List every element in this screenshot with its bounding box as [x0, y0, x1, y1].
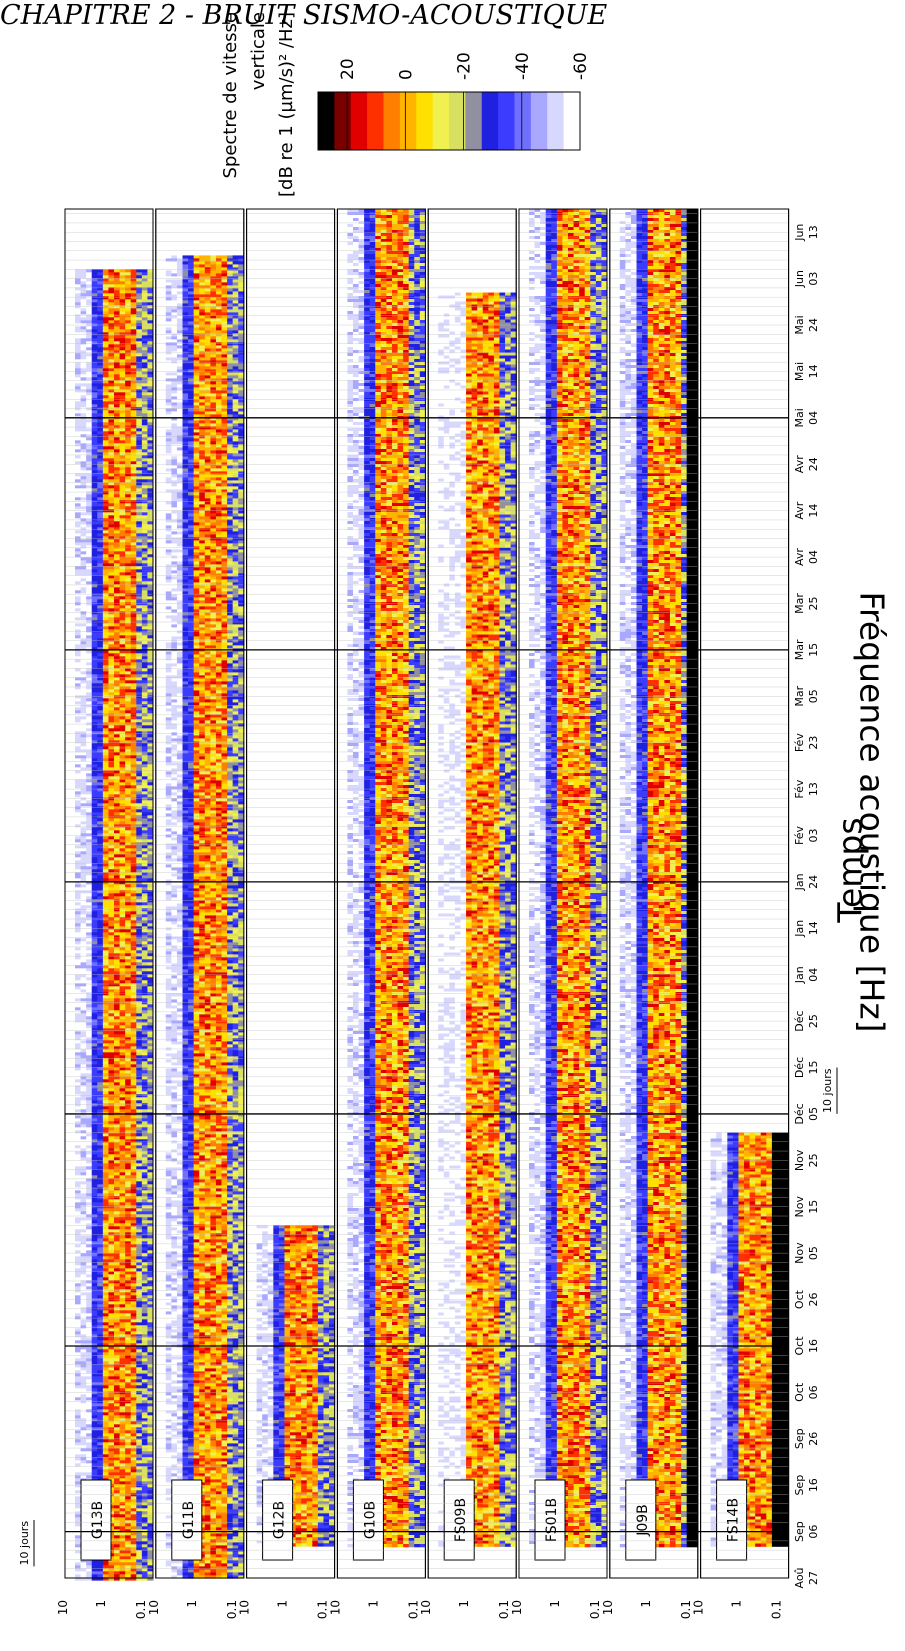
time-tick-label: Fév 23 [793, 733, 820, 752]
time-tick-label: Oct 26 [793, 1289, 820, 1309]
time-tick-label: Déc 15 [793, 1057, 820, 1078]
station-label: G12B [263, 1480, 293, 1560]
time-tick-label: Mar 25 [793, 593, 820, 614]
colorbar-title: [dB re 1 (µm/s)² /Hz] [276, 12, 297, 197]
time-tick-label: Mai 14 [793, 362, 820, 381]
freq-tick-label: 1 [94, 1600, 108, 1608]
colorbar-title: Spectre de vitesse [220, 12, 241, 179]
scale-bar: 10 jours [821, 1068, 837, 1114]
time-tick-label: Mar 15 [793, 639, 820, 660]
time-tick-label: Mai 04 [793, 408, 820, 427]
station-label: FS01B [535, 1480, 565, 1560]
freq-tick-label: 10 [692, 1600, 706, 1615]
time-tick-label: Avr 04 [793, 548, 820, 566]
time-tick-label: Jun 03 [793, 270, 820, 288]
freq-tick-label: 10 [328, 1600, 342, 1615]
colorbar-title: verticale [248, 12, 269, 90]
freq-tick-label: 1 [548, 1600, 562, 1608]
freq-tick-label: 10 [601, 1600, 615, 1615]
scale-bar: 10 jours [18, 1520, 34, 1566]
freq-tick-label: 1 [730, 1600, 744, 1608]
time-tick-label: Sep 06 [793, 1521, 820, 1542]
freq-tick-label: 1 [276, 1600, 290, 1608]
time-tick-label: Nov 15 [793, 1196, 820, 1218]
freq-tick-label: 1 [457, 1600, 471, 1608]
freq-tick-label: 10 [510, 1600, 524, 1615]
station-label: G13B [81, 1480, 111, 1560]
time-tick-label: Avr 14 [793, 501, 820, 519]
colorbar-tick-label: -60 [571, 52, 591, 80]
time-tick-label: Jun 13 [793, 224, 820, 242]
station-name: G12B [272, 1501, 288, 1539]
time-tick-label: Mai 24 [793, 315, 820, 334]
station-label: G10B [353, 1480, 383, 1560]
time-tick-label: Aoû 27 [793, 1567, 820, 1588]
time-tick-label: Oct 16 [793, 1336, 820, 1356]
station-label: FS09B [444, 1480, 474, 1560]
y-axis-label: Fréquence acoustique [Hz] [853, 591, 892, 1032]
freq-tick-label: 1 [185, 1600, 199, 1608]
freq-tick-label: 10 [419, 1600, 433, 1615]
time-tick-label: Fév 03 [793, 826, 820, 845]
station-name: FS09B [453, 1498, 469, 1542]
time-tick-label: Jan 04 [793, 966, 820, 984]
freq-tick-label: 10 [56, 1600, 70, 1615]
time-tick-label: Déc 25 [793, 1010, 820, 1031]
freq-tick-label: 1 [366, 1600, 380, 1608]
colorbar-tick-label: -40 [513, 52, 533, 80]
time-tick-label: Jan 24 [793, 873, 820, 891]
time-tick-label: Mar 05 [793, 685, 820, 706]
time-tick-label: Nov 25 [793, 1149, 820, 1171]
station-label: G11B [172, 1480, 202, 1560]
colorbar-tick-label: 0 [396, 69, 416, 80]
freq-tick-label: 10 [147, 1600, 161, 1615]
station-name: G11B [181, 1501, 197, 1539]
station-label: J09B [626, 1480, 656, 1560]
station-name: G10B [362, 1501, 378, 1539]
time-tick-label: Déc 05 [793, 1103, 820, 1124]
time-tick-label: Oct 06 [793, 1382, 820, 1402]
freq-tick-label: 1 [639, 1600, 653, 1608]
time-tick-label: Avr 24 [793, 455, 820, 473]
station-label: FS14B [717, 1480, 747, 1560]
station-name: FS01B [544, 1498, 560, 1542]
time-tick-label: Jan 14 [793, 920, 820, 938]
time-tick-label: Fév 13 [793, 779, 820, 798]
time-tick-label: Sep 16 [793, 1475, 820, 1496]
time-tick-label: Nov 05 [793, 1242, 820, 1264]
station-name: FS14B [726, 1498, 742, 1542]
colorbar: 20 0 -20 -40 -60 Spectre de vitesse verticale [… [220, 12, 591, 197]
colorbar-tick-label: 20 [338, 58, 358, 80]
station-name: G13B [90, 1501, 106, 1539]
time-tick-label: Sep 26 [793, 1428, 820, 1449]
freq-tick-label: 10 [238, 1600, 252, 1615]
freq-tick-label: 0.1 [770, 1600, 784, 1619]
colorbar-tick-label: -20 [455, 52, 475, 80]
